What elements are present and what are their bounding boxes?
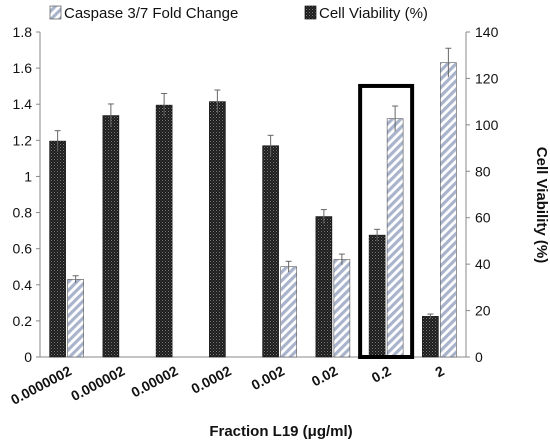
right-tick-label: 40 (475, 256, 491, 272)
bar-viability (49, 140, 66, 358)
right-tick-label: 80 (475, 163, 491, 179)
right-tick-label: 140 (475, 24, 499, 40)
x-tick-label: 0.0000002 (8, 362, 74, 407)
axes: 0 0.2 0.4 0.6 0.8 1 1.2 1.4 1.6 1.8 0 20 40 60 80 100 12… (13, 24, 499, 365)
right-tick-label: 60 (475, 210, 491, 226)
legend-swatch-viability (304, 5, 317, 20)
left-tick-label: 0.2 (13, 313, 33, 329)
bar-viability (422, 316, 439, 358)
x-tick-label: 0.000002 (68, 362, 127, 404)
x-tick-label: 2 (432, 362, 447, 380)
legend-label-viability: Cell Viability (%) (319, 5, 428, 22)
legend: Caspase 3/7 Fold Change Cell Viability (… (49, 5, 428, 22)
left-tick-label: 1.6 (13, 60, 33, 76)
bars (49, 62, 457, 358)
right-tick-label: 0 (475, 349, 483, 365)
bar-caspase (333, 259, 351, 358)
left-tick-label: 0.4 (13, 277, 33, 293)
x-tick-label: 0.0002 (188, 362, 234, 396)
bar-caspase (280, 266, 297, 358)
bar-viability (262, 145, 279, 358)
x-tick-label: 0.02 (309, 362, 341, 389)
right-axis-title: Cell Viability (%) (533, 147, 550, 263)
left-tick-label: 0.8 (13, 205, 33, 221)
bar-viability (368, 234, 386, 358)
bar-viability (102, 115, 120, 358)
left-tick-label: 0 (24, 349, 32, 365)
left-tick-label: 1.2 (13, 132, 33, 148)
highlight-box (358, 83, 415, 359)
x-axis-title: Fraction L19 (μg/ml) (209, 423, 352, 440)
bar-caspase (440, 62, 457, 358)
right-tick-label: 120 (475, 70, 499, 86)
bar-caspase (67, 279, 84, 358)
left-tick-label: 0.6 (13, 241, 33, 257)
right-tick-label: 100 (475, 117, 499, 133)
error-bars (54, 47, 452, 319)
left-tick-label: 1.8 (13, 24, 33, 40)
bar-viability (209, 101, 226, 358)
bar-caspase (386, 118, 404, 358)
x-tick-label: 0.00002 (128, 362, 180, 400)
legend-label-caspase: Caspase 3/7 Fold Change (64, 5, 238, 22)
left-tick-label: 1.4 (13, 96, 33, 112)
x-tick-label: 0.2 (369, 362, 394, 385)
right-tick-label: 20 (475, 303, 491, 319)
legend-swatch-caspase (49, 5, 62, 20)
bar-viability (315, 216, 333, 358)
x-tick-label: 0.002 (249, 362, 288, 393)
bar-viability (155, 104, 173, 358)
left-tick-label: 1 (24, 168, 32, 184)
